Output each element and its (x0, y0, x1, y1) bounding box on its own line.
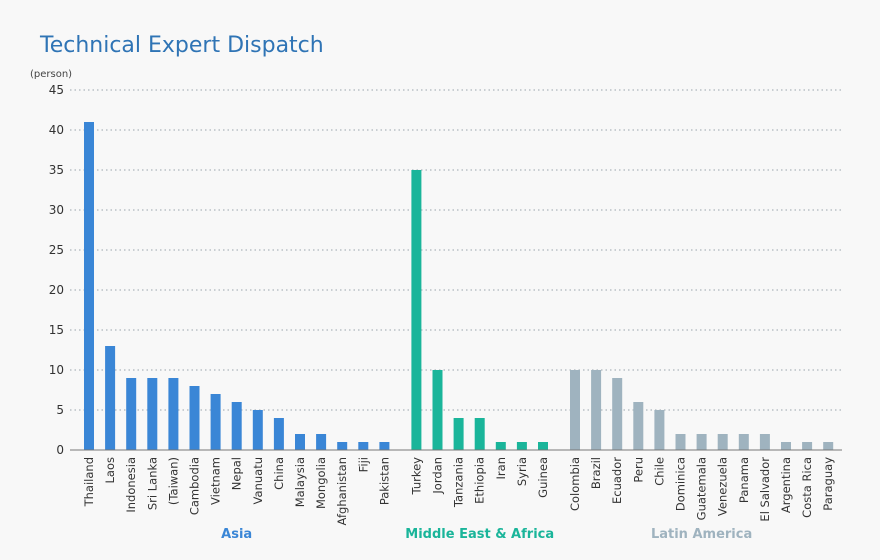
x-axis-category-labels: Thailand Laos Indonesia Sri Lanka (Taiwan) Ca… (82, 457, 835, 526)
y-axis-ticks: 0 5 10 15 20 25 30 35 40 45 (49, 83, 64, 457)
bar (273, 418, 284, 450)
y-tick-label: 35 (49, 163, 64, 177)
x-tick-label: Sri Lanka (145, 457, 159, 510)
bar (168, 378, 179, 450)
x-tick-label: Venezuela (716, 457, 730, 516)
x-tick-label: El Salvador (758, 457, 772, 522)
bar (802, 442, 813, 450)
y-tick-label: 40 (49, 123, 64, 137)
x-tick-label: Thailand (82, 457, 96, 507)
bar (823, 442, 834, 450)
bar (495, 442, 506, 450)
bar (633, 402, 644, 450)
x-tick-label: Dominica (674, 457, 688, 511)
x-tick-label: (Taiwan) (166, 457, 180, 505)
x-tick-label: Colombia (568, 457, 582, 511)
x-tick-label: Ethiopia (473, 457, 487, 504)
x-tick-label: Costa Rica (800, 457, 814, 518)
chart-title: Technical Expert Dispatch (39, 33, 324, 58)
bar (675, 434, 686, 450)
y-tick-label: 0 (56, 443, 64, 457)
x-tick-label: Guinea (536, 457, 550, 498)
bar (231, 402, 242, 450)
bar (295, 434, 305, 450)
bar (432, 370, 443, 450)
group-labels: Asia Middle East & Africa Latin America (221, 527, 752, 542)
y-tick-label: 15 (49, 323, 64, 337)
bar (105, 346, 116, 450)
bar (759, 434, 770, 450)
x-tick-label: Chile (652, 457, 666, 486)
bar (516, 442, 527, 450)
x-tick-label: Indonesia (124, 457, 138, 513)
x-tick-label: Guatemala (695, 457, 709, 520)
x-tick-label: Vietnam (209, 457, 223, 505)
x-tick-label: Tanzania (452, 457, 466, 508)
bar (126, 378, 137, 450)
y-tick-label: 20 (49, 283, 64, 297)
x-tick-label: Pakistan (377, 457, 391, 505)
x-tick-label: Vanuatu (251, 457, 265, 504)
x-tick-label: Nepal (230, 457, 244, 490)
gridlines (70, 89, 842, 411)
x-tick-label: Laos (103, 457, 117, 483)
bar (717, 434, 728, 450)
bar (612, 378, 623, 450)
x-tick-label: Mongolia (314, 457, 328, 509)
group-label: Middle East & Africa (405, 527, 554, 542)
x-tick-label: Argentina (779, 457, 793, 513)
x-tick-label: Malaysia (293, 457, 307, 507)
y-tick-label: 25 (49, 243, 64, 257)
x-tick-label: Ecuador (610, 457, 624, 504)
bar (453, 418, 464, 450)
x-tick-label: Peru (631, 457, 645, 483)
x-tick-label: Jordan (431, 457, 445, 495)
y-tick-label: 5 (56, 403, 64, 417)
bar (738, 434, 749, 450)
bar (591, 370, 602, 450)
bar (654, 410, 665, 450)
x-tick-label: Fiji (356, 457, 370, 472)
bar (696, 434, 707, 450)
x-tick-label: Syria (515, 457, 529, 486)
bar (538, 442, 548, 450)
bar (337, 442, 348, 450)
x-tick-label: Cambodia (188, 457, 202, 515)
bar (189, 386, 200, 450)
x-tick-label: Panama (737, 457, 751, 503)
x-tick-label: Brazil (589, 457, 603, 489)
bar (210, 394, 221, 450)
x-tick-label: China (272, 457, 286, 490)
x-tick-label: Turkey (409, 457, 423, 496)
x-tick-label: Paraguay (821, 457, 835, 511)
group-label: Latin America (651, 527, 752, 542)
bar (474, 418, 485, 450)
bar (252, 410, 263, 450)
x-tick-label: Afghanistan (335, 457, 349, 525)
bar (147, 378, 158, 450)
bar (379, 442, 390, 450)
bar (570, 370, 580, 450)
y-tick-label: 45 (49, 83, 64, 97)
y-axis-unit-label: (person) (30, 69, 72, 80)
group-label: Asia (221, 527, 252, 542)
y-tick-label: 30 (49, 203, 64, 217)
bars (84, 122, 834, 450)
bar (411, 170, 422, 450)
x-tick-label: Iran (494, 457, 508, 479)
y-tick-label: 10 (49, 363, 64, 377)
bar (358, 442, 369, 450)
bar (316, 434, 327, 450)
bar (84, 122, 94, 450)
bar (781, 442, 791, 450)
